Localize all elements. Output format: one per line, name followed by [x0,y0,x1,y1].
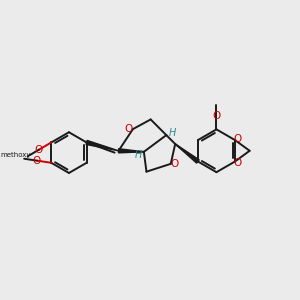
Polygon shape [118,149,144,153]
Text: O: O [233,134,242,144]
Text: methoxy: methoxy [1,152,31,158]
Text: O: O [33,156,41,166]
Polygon shape [175,144,199,163]
Text: H: H [134,150,142,160]
Text: H: H [168,128,176,137]
Text: O: O [212,111,220,121]
Polygon shape [86,140,118,151]
Text: O: O [233,158,242,167]
Text: O: O [35,145,43,155]
Text: O: O [170,159,179,170]
Text: O: O [125,124,133,134]
